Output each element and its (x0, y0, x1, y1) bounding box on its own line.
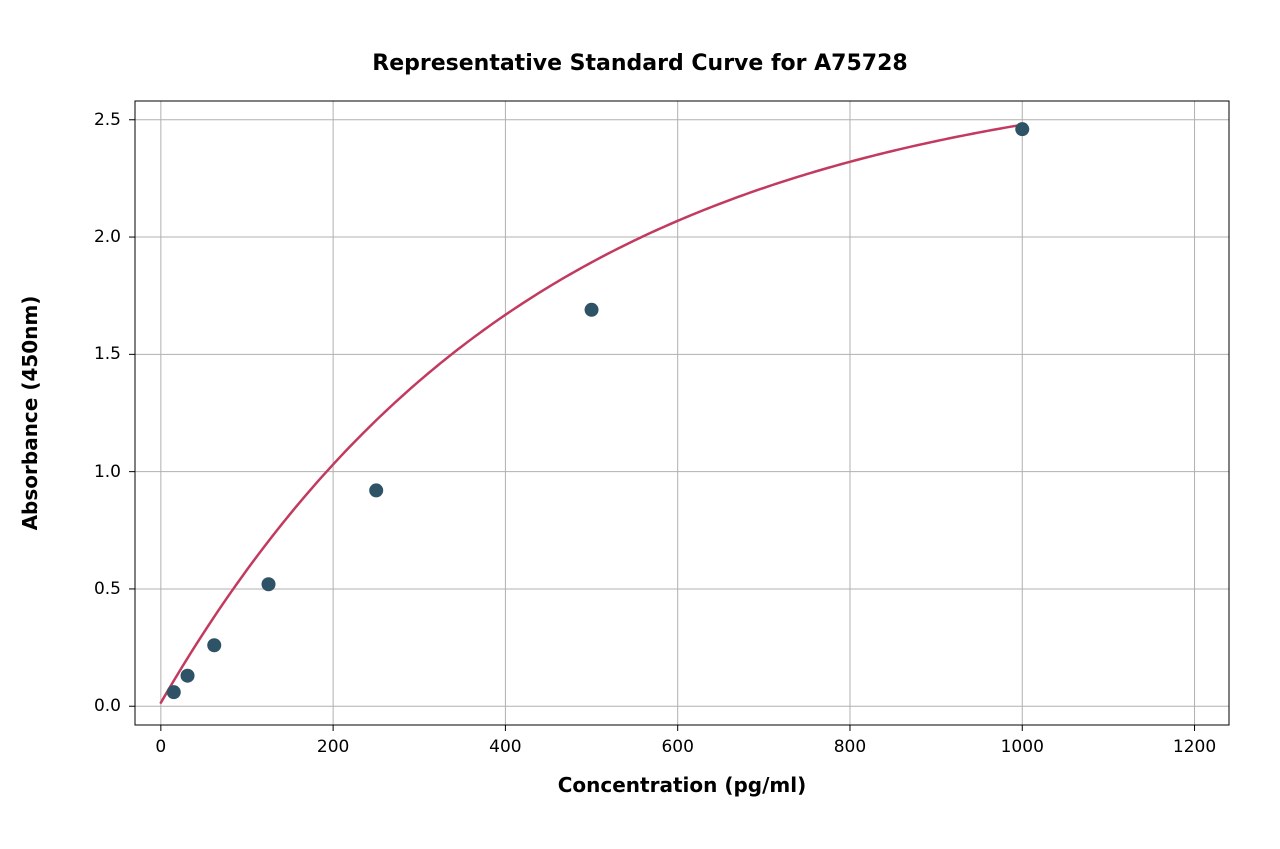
chart-ylabel: Absorbance (450nm) (18, 213, 42, 613)
y-tick-label: 0.5 (94, 579, 121, 599)
data-point (1015, 122, 1029, 136)
data-point (262, 577, 276, 591)
data-point (167, 685, 181, 699)
chart-container: Representative Standard Curve for A75728… (0, 0, 1280, 845)
y-tick-label: 0.0 (94, 696, 121, 716)
y-tick-label: 2.0 (94, 227, 121, 247)
chart-title: Representative Standard Curve for A75728 (0, 51, 1280, 76)
x-tick-label: 600 (661, 737, 693, 757)
plot-area (135, 101, 1229, 725)
x-tick-label: 800 (834, 737, 866, 757)
data-point (585, 303, 599, 317)
data-point (369, 483, 383, 497)
y-tick-label: 1.0 (94, 462, 121, 482)
y-tick-label: 2.5 (94, 110, 121, 130)
chart-svg (0, 0, 1280, 845)
y-tick-label: 1.5 (94, 344, 121, 364)
data-point (207, 638, 221, 652)
data-point (181, 669, 195, 683)
x-tick-label: 1200 (1173, 737, 1216, 757)
x-tick-label: 400 (489, 737, 521, 757)
x-tick-label: 200 (317, 737, 349, 757)
x-tick-label: 1000 (1001, 737, 1044, 757)
chart-xlabel: Concentration (pg/ml) (135, 773, 1229, 797)
x-tick-label: 0 (155, 737, 166, 757)
